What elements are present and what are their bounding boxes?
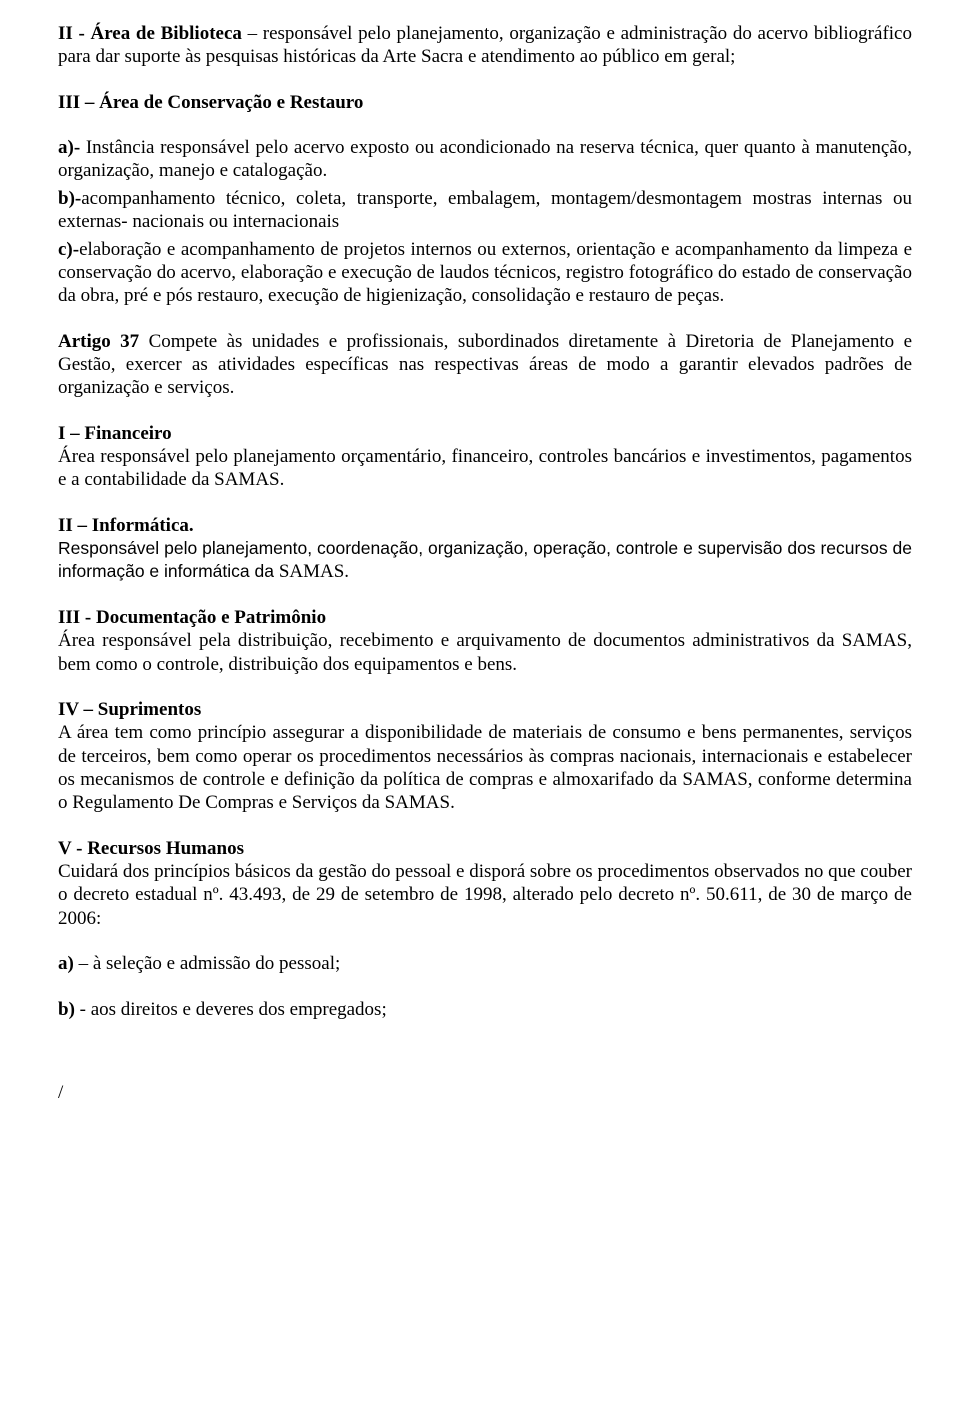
text-informatica-serif: SAMAS. <box>279 561 349 582</box>
footer-slash: / <box>58 1081 912 1104</box>
item-rh-b: b) - aos direitos e deveres dos empregad… <box>58 998 912 1021</box>
item-rh-a: a) – à seleção e admissão do pessoal; <box>58 952 912 975</box>
artigo-37: Artigo 37 Compete às unidades e profissi… <box>58 330 912 400</box>
para-biblioteca: II - Área de Biblioteca – responsável pe… <box>58 22 912 69</box>
text-c: elaboração e acompanhamento de projetos … <box>58 239 912 307</box>
text-documentacao: Área responsável pela distribuição, rece… <box>58 629 912 676</box>
text-a: Instância responsável pelo acervo expost… <box>58 137 912 181</box>
heading-conservacao: III – Área de Conservação e Restauro <box>58 91 912 114</box>
text-informatica-sans: Responsável pelo planejamento, coordenaç… <box>58 538 912 581</box>
heading-documentacao: III - Documentação e Patrimônio <box>58 606 912 629</box>
label-rh-a: a) <box>58 953 74 974</box>
heading-biblioteca: II - Área de Biblioteca <box>58 23 242 44</box>
text-rh-a: – à seleção e admissão do pessoal; <box>74 953 340 974</box>
text-b: acompanhamento técnico, coleta, transpor… <box>58 188 912 232</box>
item-a: a)- Instância responsável pelo acervo ex… <box>58 136 912 183</box>
text-suprimentos: A área tem como princípio assegurar a di… <box>58 721 912 814</box>
heading-informatica: II – Informática. <box>58 514 912 537</box>
label-c: c)- <box>58 239 79 260</box>
label-rh-b: b) <box>58 999 75 1020</box>
label-a: a)- <box>58 137 80 158</box>
text-artigo-37: Compete às unidades e profissionais, sub… <box>58 331 912 399</box>
item-b: b)-acompanhamento técnico, coleta, trans… <box>58 187 912 234</box>
heading-suprimentos: IV – Suprimentos <box>58 698 912 721</box>
text-financeiro: Área responsável pelo planejamento orçam… <box>58 445 912 492</box>
label-b: b)- <box>58 188 81 209</box>
text-rh: Cuidará dos princípios básicos da gestão… <box>58 860 912 930</box>
heading-financeiro: I – Financeiro <box>58 422 912 445</box>
heading-rh: V - Recursos Humanos <box>58 837 912 860</box>
para-informatica: Responsável pelo planejamento, coordenaç… <box>58 537 912 584</box>
label-artigo-37: Artigo 37 <box>58 331 139 352</box>
item-c: c)-elaboração e acompanhamento de projet… <box>58 238 912 308</box>
text-rh-b: - aos direitos e deveres dos empregados; <box>75 999 387 1020</box>
